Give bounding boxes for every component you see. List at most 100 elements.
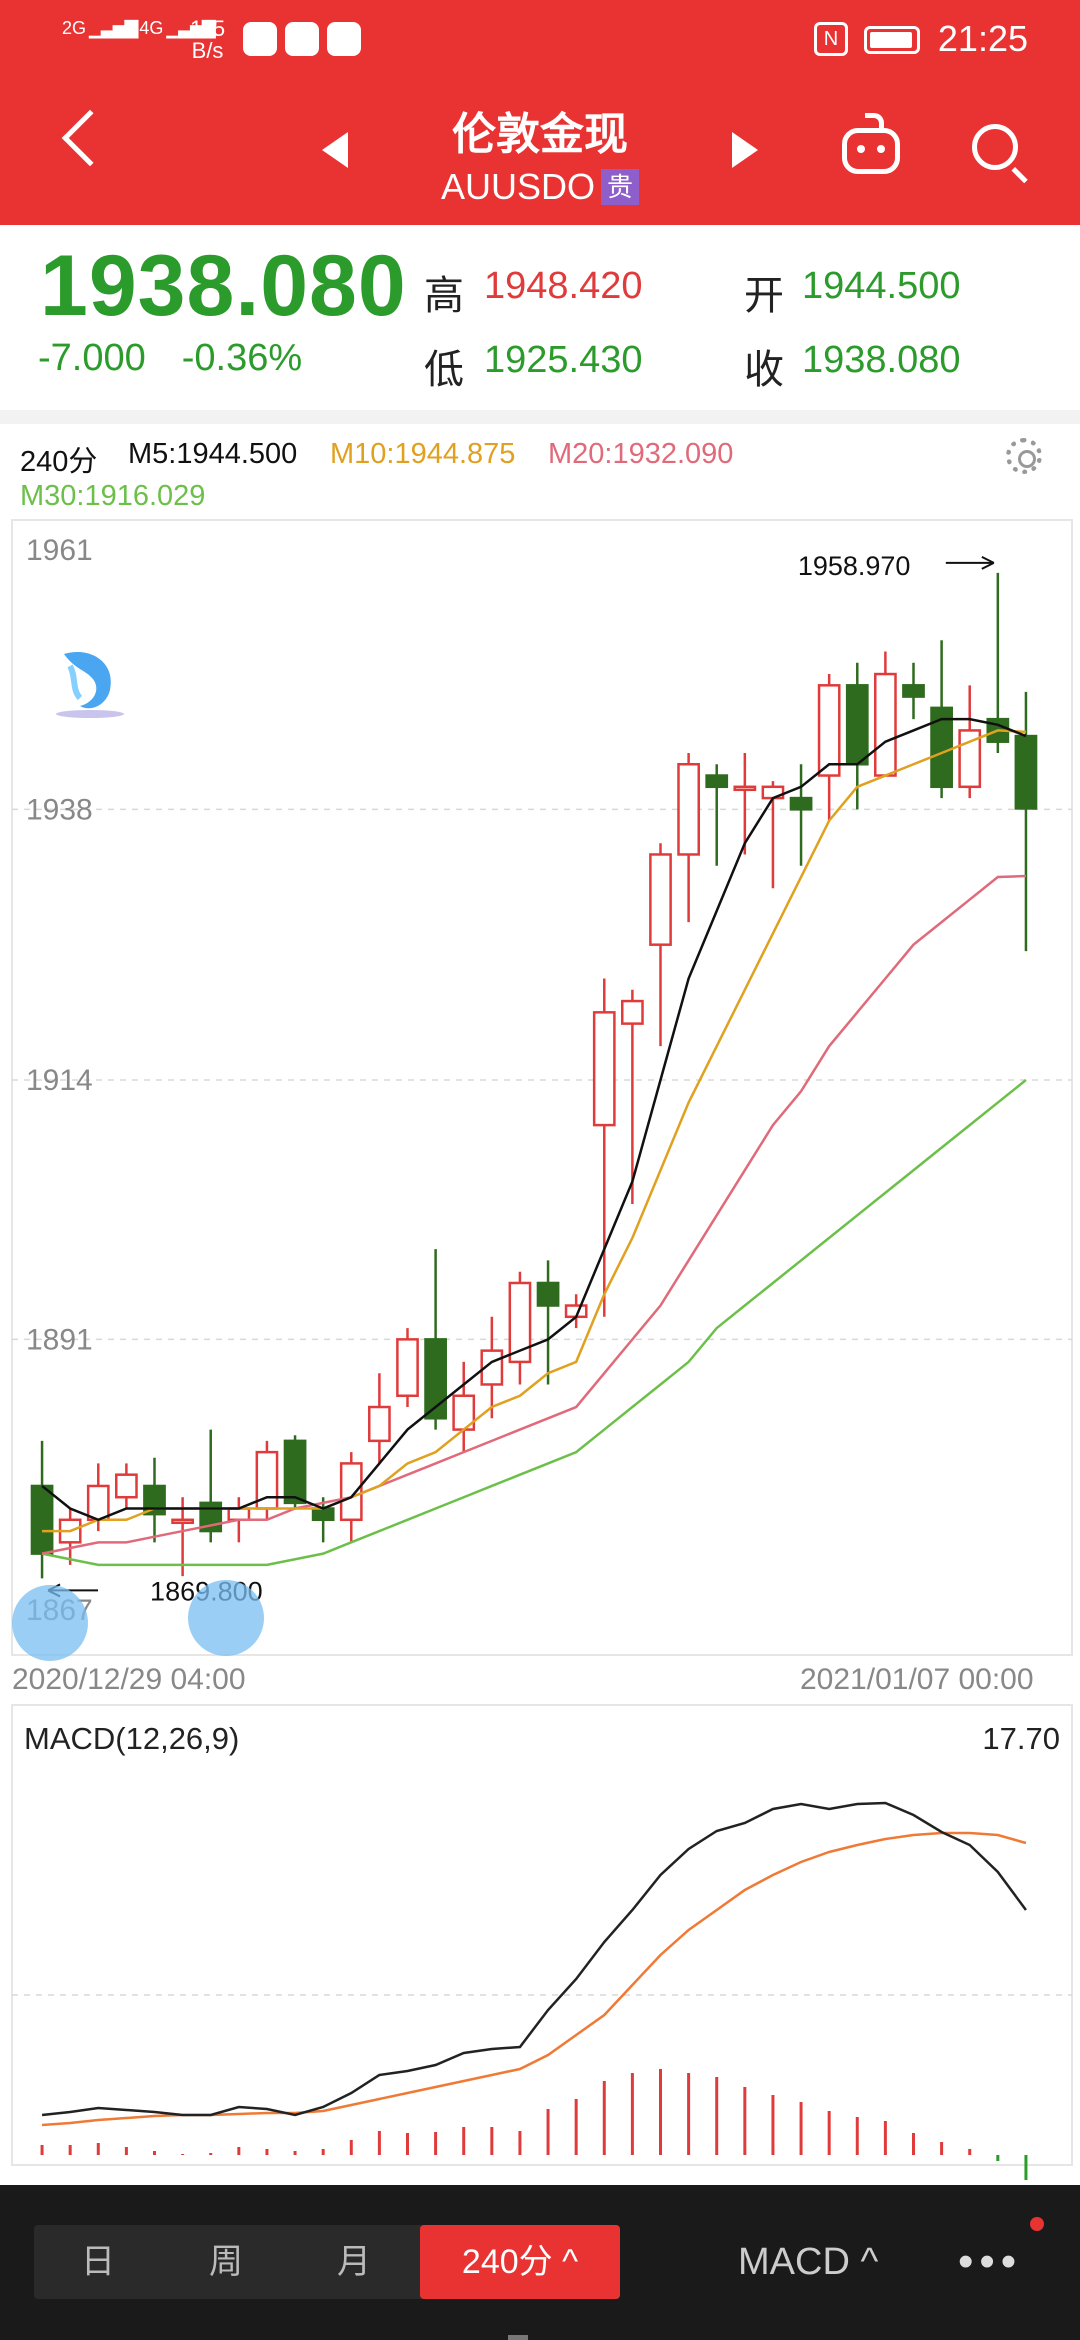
app-notify-icon [285, 22, 319, 56]
header: 2G ▁▃▅▇ 4G ▁▃▅▇ 115 B/s N 21:25 伦敦金现 AUU… [0, 0, 1080, 225]
prev-instrument-icon[interactable] [322, 132, 348, 168]
candle-body [817, 684, 841, 777]
ma30-line [41, 1079, 1027, 1567]
last-price: 1938.080 [40, 238, 407, 334]
low-label: 低 [424, 348, 464, 392]
robot-icon[interactable] [842, 113, 900, 174]
tab-day[interactable]: 日 [81, 2243, 115, 2281]
candle-body [845, 684, 869, 766]
candle-body [874, 672, 897, 777]
app-notify-icon [243, 22, 277, 56]
status-bar: 2G ▁▃▅▇ 4G ▁▃▅▇ 115 B/s N 21:25 [0, 0, 1080, 80]
ma5-label: M5:1944.500 [128, 438, 298, 470]
open-value: 1944.500 [802, 265, 961, 307]
home-indicator [508, 2328, 574, 2340]
net-speed-unit: B/s [191, 38, 224, 63]
max-arrow-head [981, 555, 995, 570]
candle-body [86, 1484, 110, 1522]
y-tick-label: 1961 [26, 534, 93, 567]
period-selector: 日 周 月 240分 ^ [34, 2225, 620, 2299]
next-instrument-icon[interactable] [732, 132, 758, 168]
chevron-up-icon: ^ [860, 2241, 879, 2283]
tab-240min-label: 240分 [461, 2243, 553, 2281]
open-label: 开 [744, 274, 784, 318]
section-divider [0, 410, 1080, 424]
ma20-label: M20:1932.090 [548, 438, 734, 470]
fullscreen-toggle-button[interactable] [188, 1580, 264, 1656]
change-percent: -0.36% [181, 337, 303, 379]
candle-body [621, 999, 644, 1025]
tab-240min[interactable]: 240分 ^ [420, 2225, 620, 2299]
more-options-icon[interactable]: ••• [958, 2237, 1023, 2286]
macd-frame [11, 1704, 1073, 2166]
instrument-code-text: AUUSDO [440, 166, 595, 207]
candle-body [171, 1518, 194, 1525]
app-notify-icon [327, 22, 361, 56]
candle-body [733, 785, 757, 792]
chart-start-date: 2020/12/29 04:00 [12, 1663, 246, 1696]
candle-body [1014, 734, 1038, 810]
ma30-label: M30:1916.029 [20, 480, 206, 512]
ma10-label: M10:1944.875 [330, 438, 516, 470]
max-price-label: 1958.970 [798, 551, 911, 581]
net-speed-value: 115 [190, 16, 226, 41]
change-value: -7.000 [38, 337, 146, 379]
notification-dot [1030, 2217, 1044, 2231]
close-value: 1938.080 [802, 339, 961, 381]
indicator-selector[interactable]: MACD ^ [738, 2225, 878, 2299]
bottom-toolbar: 日 周 月 240分 ^ MACD ^ ••• [0, 2185, 1080, 2340]
ma10-line [42, 729, 1027, 1533]
candle-body [30, 1484, 54, 1555]
high-value: 1948.420 [484, 265, 643, 307]
sim1-label: 2G [62, 18, 87, 38]
kline-chart[interactable]: 196119381914189118671958.9701869.800MACD… [0, 0, 1080, 2180]
ma20-line [41, 874, 1026, 1555]
candle-body [649, 853, 672, 946]
nfc-icon: N [814, 22, 848, 56]
candle-body [902, 684, 925, 698]
candle-body [283, 1439, 307, 1505]
low-value: 1925.430 [484, 339, 643, 381]
tab-week[interactable]: 周 [209, 2243, 243, 2281]
macd-value: 17.70 [982, 1721, 1060, 1756]
macd-dea-line [41, 1831, 1027, 2127]
y-tick-label: 1914 [26, 1064, 93, 1097]
candle-body [396, 1338, 419, 1397]
macd-dif-line [41, 1801, 1027, 2117]
close-label: 收 [744, 348, 784, 392]
candle-body [677, 763, 700, 856]
notification-icons [243, 22, 369, 64]
dolphin-logo-icon [50, 646, 128, 720]
candle-body [424, 1338, 447, 1420]
candle-body [536, 1281, 560, 1307]
candle-body [789, 796, 813, 811]
tab-month[interactable]: 月 [337, 2243, 371, 2281]
candle-body [339, 1462, 363, 1522]
settings-gear-icon[interactable] [1006, 438, 1042, 474]
indicator-label: MACD [738, 2241, 850, 2283]
status-time: 21:25 [937, 18, 1028, 59]
candle-body [592, 1011, 616, 1127]
candle-body [311, 1507, 335, 1522]
price-change: -7.000 -0.36% [38, 337, 338, 380]
macd-label: MACD(12,26,9) [24, 1721, 239, 1756]
category-tag: 贵 [601, 169, 640, 205]
y-tick-label: 1891 [26, 1323, 93, 1356]
net-speed: 115 B/s [190, 18, 225, 62]
high-label: 高 [424, 274, 464, 318]
battery-icon [864, 26, 920, 54]
search-icon[interactable] [972, 124, 1018, 170]
candle-body [115, 1473, 138, 1499]
signal-indicators: 2G ▁▃▅▇ 4G ▁▃▅▇ [62, 18, 216, 38]
period-label: 240分 [20, 446, 98, 478]
ma5-line [41, 717, 1027, 1522]
expand-left-button[interactable] [12, 1585, 88, 1661]
candle-body [508, 1281, 532, 1364]
candle-body [930, 706, 953, 789]
candle-body [227, 1507, 251, 1522]
main-chart-frame [11, 519, 1073, 1656]
y-tick-label: 1938 [26, 793, 93, 826]
chevron-up-icon: ^ [562, 2243, 579, 2281]
quote-panel: 1938.080 -7.000 -0.36% 高 1948.420 低 1925.… [0, 225, 1080, 415]
